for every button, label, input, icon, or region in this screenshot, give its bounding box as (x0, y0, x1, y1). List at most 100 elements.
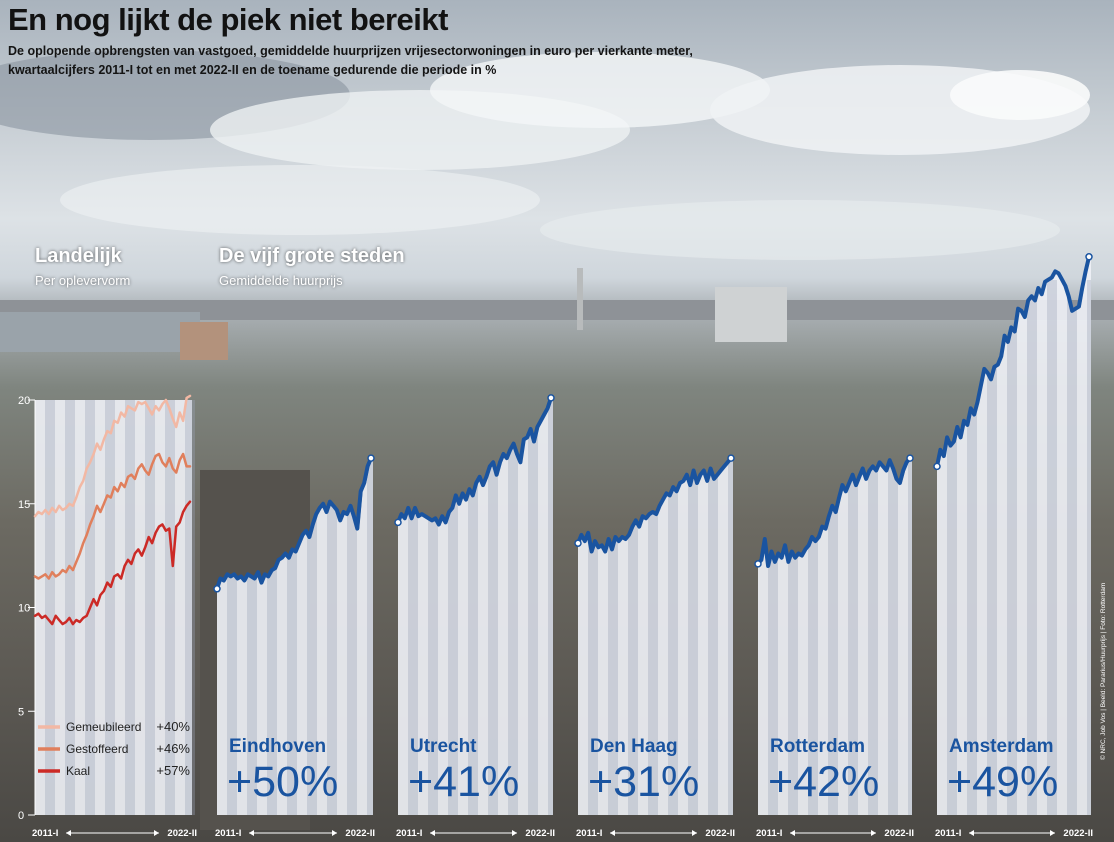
national-panel-stripe (165, 400, 175, 815)
national-panel-stripe (65, 400, 75, 815)
city-stripe-utrecht (468, 397, 478, 815)
legend-label-gestoffeerd: Gestoffeerd (66, 742, 128, 756)
x-axis-den-haag-start-label: 2011-I (576, 828, 602, 839)
city-name-eindhoven: Eindhoven (229, 736, 326, 757)
x-axis-utrecht-end-label: 2022-II (525, 828, 555, 839)
x-axis-rotterdam-end-label: 2022-II (884, 828, 914, 839)
x-axis-rotterdam-start-label: 2011-I (756, 828, 782, 839)
city-start-dot-den-haag (574, 539, 582, 547)
city-start-dot-eindhoven (213, 585, 221, 593)
city-stripe-amsterdam (1007, 280, 1017, 815)
city-change-amsterdam: +49% (947, 758, 1058, 806)
page-title: En nog lijkt de piek niet bereikt (8, 2, 448, 37)
city-name-rotterdam: Rotterdam (770, 736, 865, 757)
series-line-kaal (33, 500, 192, 626)
city-stripe-rotterdam (888, 458, 898, 815)
city-start-dot-amsterdam (933, 462, 941, 471)
national-panel-stripe (145, 400, 155, 815)
y-tick-label: 20 (18, 395, 30, 407)
city-stripe-eindhoven (367, 458, 373, 815)
city-change-den-haag: +31% (588, 758, 699, 806)
x-axis-utrecht-start-label: 2011-I (396, 828, 422, 839)
city-name-amsterdam: Amsterdam (949, 736, 1054, 757)
legend-label-kaal: Kaal (66, 764, 90, 778)
city-area-amsterdam (937, 256, 1091, 815)
city-end-dot-amsterdam (1085, 253, 1093, 261)
national-panel (35, 400, 192, 815)
city-stripe-den-haag (648, 458, 658, 815)
y-tick-label: 15 (18, 499, 30, 511)
series-line-gestoffeerd (33, 452, 192, 580)
city-stripe-amsterdam (987, 280, 997, 815)
x-axis-den-haag-end-label: 2022-II (705, 828, 735, 839)
city-stripe-den-haag (728, 458, 733, 815)
city-stripe-eindhoven (327, 458, 337, 815)
national-x-axis-end-label: 2022-II (167, 828, 197, 839)
city-name-utrecht: Utrecht (410, 736, 477, 757)
city-stripe-den-haag (608, 458, 618, 815)
national-panel-stripe (125, 400, 135, 815)
city-start-dot-rotterdam (754, 560, 762, 568)
city-stripe-eindhoven (287, 458, 297, 815)
photo-credit: © NRC, Job Vos | Beeld: Pararius/Huurpri… (1100, 582, 1107, 760)
national-section-subtitle: Per oplevervorm (35, 273, 131, 288)
legend-change-gemeubileerd: +40% (156, 719, 190, 734)
city-change-eindhoven: +50% (227, 758, 338, 806)
city-stripe-rotterdam (868, 458, 878, 815)
city-end-dot-rotterdam (906, 454, 914, 462)
city-stripe-eindhoven (347, 458, 357, 815)
city-stripe-amsterdam (1087, 280, 1091, 815)
city-stripe-rotterdam (788, 458, 798, 815)
city-stripe-utrecht (448, 397, 458, 815)
y-tick-label: 0 (18, 810, 24, 822)
city-area-eindhoven (217, 458, 373, 815)
x-axis-eindhoven-start-label: 2011-I (215, 828, 241, 839)
city-stripe-eindhoven (227, 458, 237, 815)
city-line-rotterdam (756, 456, 912, 568)
national-panel-stripe (45, 400, 55, 815)
city-end-dot-eindhoven (367, 454, 375, 462)
city-line-utrecht (396, 395, 553, 527)
city-stripe-amsterdam (1027, 280, 1037, 815)
cities-section-title: De vijf grote steden (219, 245, 405, 267)
city-area-den-haag (578, 458, 733, 815)
legend-change-gestoffeerd: +46% (156, 741, 190, 756)
x-axis-amsterdam-start-label: 2011-I (935, 828, 961, 839)
legend-label-gemeubileerd: Gemeubileerd (66, 720, 141, 734)
city-stripe-den-haag (688, 458, 698, 815)
cities-section-subtitle: Gemiddelde huurprijs (219, 273, 343, 288)
city-stripe-utrecht (548, 397, 553, 815)
city-stripe-rotterdam (908, 458, 912, 815)
national-panel-stripe (105, 400, 115, 815)
city-stripe-eindhoven (267, 458, 277, 815)
y-tick-label: 5 (18, 706, 24, 718)
city-stripe-den-haag (588, 458, 598, 815)
city-stripe-amsterdam (1047, 280, 1057, 815)
city-stripe-eindhoven (247, 458, 257, 815)
x-axis-amsterdam-end-label: 2022-II (1063, 828, 1093, 839)
city-end-dot-utrecht (547, 394, 555, 402)
y-tick-label: 10 (18, 603, 30, 615)
city-area-utrecht (398, 397, 553, 815)
national-panel-stripe (185, 400, 195, 815)
city-line-amsterdam (935, 254, 1091, 469)
subtitle-line-2: kwartaalcijfers 2011-I tot en met 2022-I… (8, 63, 497, 77)
city-stripe-amsterdam (967, 280, 977, 815)
city-stripe-rotterdam (768, 458, 778, 815)
city-stripe-utrecht (488, 397, 498, 815)
city-change-rotterdam: +42% (768, 758, 879, 806)
city-stripe-utrecht (528, 397, 538, 815)
city-stripe-utrecht (408, 397, 418, 815)
city-area-rotterdam (758, 458, 912, 815)
city-stripe-den-haag (628, 458, 638, 815)
city-stripe-rotterdam (828, 458, 838, 815)
city-name-den-haag: Den Haag (590, 736, 678, 757)
city-end-dot-den-haag (727, 454, 735, 462)
city-stripe-rotterdam (848, 458, 858, 815)
city-stripe-amsterdam (947, 280, 957, 815)
city-start-dot-utrecht (394, 518, 402, 527)
subtitle-line-1: De oplopende opbrengsten van vastgoed, g… (8, 44, 693, 58)
national-x-axis-start-label: 2011-I (32, 828, 58, 839)
city-stripe-utrecht (428, 397, 438, 815)
